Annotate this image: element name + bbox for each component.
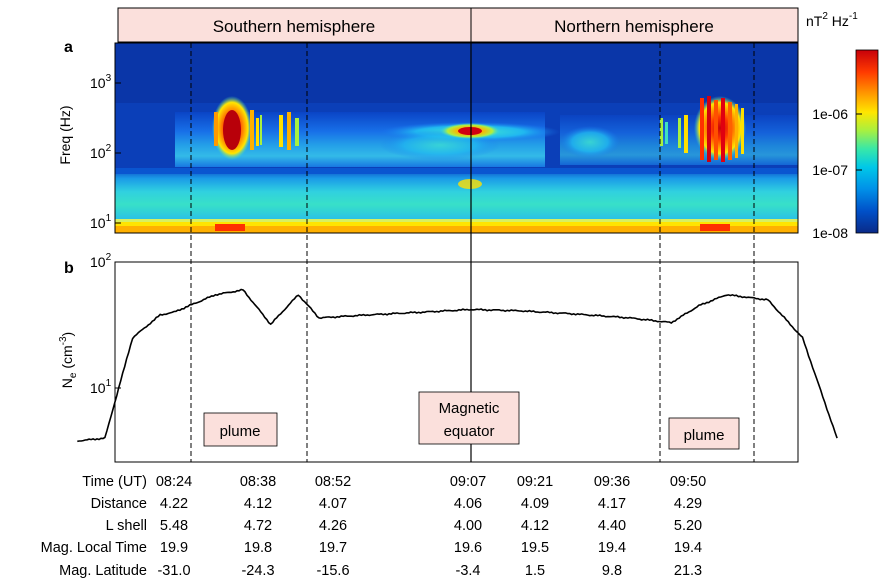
table-cell: 4.00 [454, 518, 482, 534]
table-cell: 4.22 [160, 496, 188, 512]
table-row-label-distance: Distance [91, 496, 147, 512]
panel-a-ytick-10: 101 [90, 213, 112, 231]
table-cell: 4.07 [319, 496, 347, 512]
table-cell: 4.17 [598, 496, 626, 512]
panel-a-ytick-1000: 103 [90, 73, 112, 91]
colorbar: nT2 Hz-1 1e-06 1e-07 1e-08 [806, 11, 879, 241]
equator-label-line2: equator [444, 423, 495, 440]
table-cell: -31.0 [157, 563, 190, 579]
table-cell: 09:36 [594, 474, 630, 490]
table-cell: -24.3 [241, 563, 274, 579]
hemisphere-header: Southern hemisphere Northern hemisphere [117, 7, 799, 43]
table-cell: 19.4 [674, 540, 702, 556]
table-cell: 4.40 [598, 518, 626, 534]
table-row-label-time: Time (UT) [82, 474, 147, 490]
table-cell: 4.26 [319, 518, 347, 534]
table-cell: 19.8 [244, 540, 272, 556]
table-cell: 19.4 [598, 540, 626, 556]
equator-label-line1: Magnetic [439, 400, 500, 417]
table-cell: 21.3 [674, 563, 702, 579]
table-cell: 1.5 [525, 563, 545, 579]
table-cell: 4.09 [521, 496, 549, 512]
table-cell: 5.48 [160, 518, 188, 534]
density-series-line [77, 288, 838, 443]
colorbar-unit-label: nT2 Hz-1 [806, 11, 858, 29]
table-cell: 4.12 [521, 518, 549, 534]
panel-b-ytick-10: 101 [90, 378, 112, 396]
table-row-label-mlt: Mag. Local Time [41, 540, 147, 556]
table-cell: 4.06 [454, 496, 482, 512]
plume-right-label: plume [684, 427, 725, 444]
table-cell: 4.12 [244, 496, 272, 512]
ephemeris-table: Time (UT) Distance L shell Mag. Local Ti… [41, 474, 707, 579]
panel-b-ylabel: Ne (cm-3) [58, 332, 79, 388]
table-cell: 09:07 [450, 474, 486, 490]
plume-left-label: plume [220, 423, 261, 440]
table-cell: 19.5 [521, 540, 549, 556]
table-cell: -15.6 [316, 563, 349, 579]
table-cell: 4.29 [674, 496, 702, 512]
panel-b-label: b [64, 260, 74, 277]
table-row-label-lshell: L shell [106, 518, 147, 534]
table-cell: 09:21 [517, 474, 553, 490]
annotations: plume Magnetic equator plume [203, 391, 740, 450]
table-row-label-mlat: Mag. Latitude [59, 563, 147, 579]
table-cell: 5.20 [674, 518, 702, 534]
northern-hemisphere-label: Northern hemisphere [554, 17, 714, 36]
panel-b-ytick-100: 102 [90, 252, 112, 270]
table-cell: -3.4 [456, 563, 481, 579]
colorbar-tick-1e-07: 1e-07 [812, 162, 848, 178]
panel-a-ytick-100: 102 [90, 143, 112, 161]
table-cell: 09:50 [670, 474, 706, 490]
table-cell: 9.8 [602, 563, 622, 579]
table-cell: 08:24 [156, 474, 192, 490]
table-cell: 08:38 [240, 474, 276, 490]
panel-a-label: a [64, 39, 73, 56]
panel-a-yaxis: 103 102 101 Freq (Hz) [57, 73, 121, 231]
table-cell: 19.9 [160, 540, 188, 556]
panel-a-ylabel: Freq (Hz) [57, 105, 73, 164]
southern-hemisphere-label: Southern hemisphere [213, 17, 376, 36]
table-cell: 08:52 [315, 474, 351, 490]
table-cell: 4.72 [244, 518, 272, 534]
colorbar-tick-1e-08: 1e-08 [812, 225, 848, 241]
spectrogram [114, 42, 799, 234]
table-cell: 19.6 [454, 540, 482, 556]
colorbar-tick-1e-06: 1e-06 [812, 106, 848, 122]
table-cell: 19.7 [319, 540, 347, 556]
